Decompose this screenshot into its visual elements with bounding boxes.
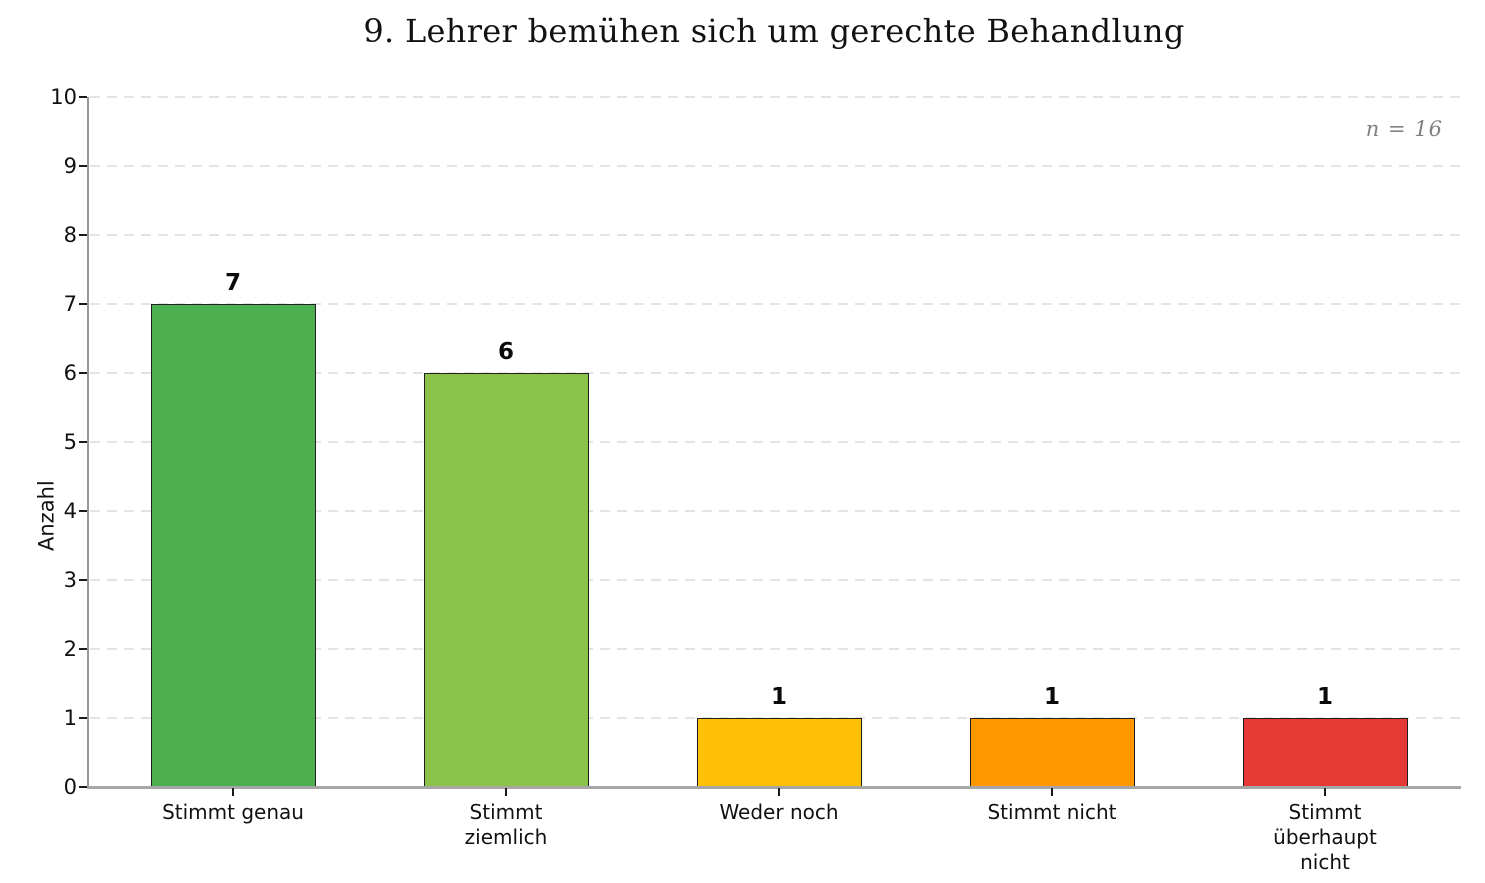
x-axis-spine	[87, 786, 1461, 789]
x-tick-label: Stimmt genau	[162, 800, 304, 824]
y-tick-mark	[79, 96, 87, 98]
x-tick-mark	[232, 788, 234, 796]
grid-line	[90, 303, 1460, 305]
bar-3	[696, 718, 862, 787]
y-axis-spine	[87, 97, 89, 789]
x-tick-label: Stimmt überhaupt nicht	[1273, 800, 1377, 875]
grid-line	[90, 579, 1460, 581]
bar-value-label: 1	[1316, 684, 1333, 710]
y-tick-mark	[79, 510, 87, 512]
y-tick-label: 8	[63, 223, 77, 247]
y-tick-label: 4	[63, 499, 77, 523]
grid-line	[90, 165, 1460, 167]
x-tick-label: Weder noch	[719, 800, 839, 824]
y-tick-label: 3	[63, 568, 77, 592]
x-tick-label: Stimmt nicht	[987, 800, 1117, 824]
y-tick-label: 5	[63, 430, 77, 454]
y-tick-mark	[79, 579, 87, 581]
y-axis-title: Anzahl	[34, 480, 59, 551]
y-tick-mark	[79, 372, 87, 374]
y-tick-mark	[79, 303, 87, 305]
bar-value-label: 1	[770, 684, 787, 710]
x-tick-mark	[778, 788, 780, 796]
y-tick-mark	[79, 165, 87, 167]
x-tick-label: Stimmt ziemlich	[464, 800, 548, 850]
sample-size-annotation: n = 16	[1365, 117, 1443, 141]
y-tick-label: 0	[63, 775, 77, 799]
x-tick-mark	[1324, 788, 1326, 796]
y-tick-label: 9	[63, 154, 77, 178]
y-tick-label: 7	[63, 292, 77, 316]
bar-2	[423, 373, 589, 787]
y-tick-mark	[79, 786, 87, 788]
y-tick-label: 10	[50, 85, 77, 109]
x-tick-mark	[505, 788, 507, 796]
grid-line	[90, 234, 1460, 236]
grid-line	[90, 510, 1460, 512]
bar-5	[1242, 718, 1408, 787]
y-tick-mark	[79, 234, 87, 236]
y-tick-mark	[79, 717, 87, 719]
bar-value-label: 1	[1043, 684, 1060, 710]
bar-value-label: 7	[224, 270, 241, 296]
y-tick-mark	[79, 648, 87, 650]
bar-value-label: 6	[497, 339, 514, 365]
grid-line	[90, 648, 1460, 650]
chart-title: 9. Lehrer bemühen sich um gerechte Behan…	[363, 12, 1185, 50]
grid-line	[90, 372, 1460, 374]
bar-1	[150, 304, 316, 787]
y-tick-label: 1	[63, 706, 77, 730]
grid-line	[90, 441, 1460, 443]
grid-line	[90, 96, 1460, 98]
x-tick-mark	[1051, 788, 1053, 796]
plot-area: 7 6 1 1 1 0 1 2 3 4 5 6 7 8 9 10 Stimmt genau Stimmt zie…	[34, 85, 1461, 874]
bar-4	[969, 718, 1135, 787]
y-tick-label: 6	[63, 361, 77, 385]
y-tick-mark	[79, 441, 87, 443]
y-tick-label: 2	[63, 637, 77, 661]
